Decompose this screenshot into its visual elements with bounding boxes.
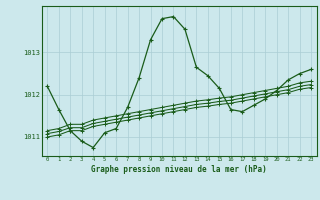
X-axis label: Graphe pression niveau de la mer (hPa): Graphe pression niveau de la mer (hPa) [91, 165, 267, 174]
